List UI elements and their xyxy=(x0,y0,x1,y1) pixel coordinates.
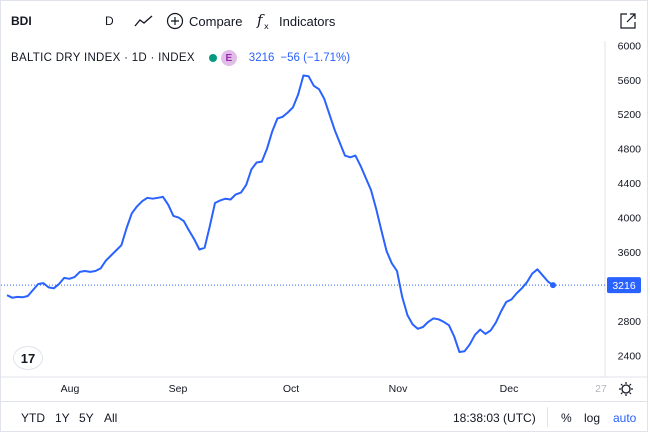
time-axis[interactable]: Aug Sep Oct Nov Dec 27 xyxy=(61,383,607,395)
gear-teeth xyxy=(619,382,633,396)
log-toggle[interactable]: log xyxy=(584,411,601,425)
plus-circle-icon xyxy=(166,12,184,30)
settings-button[interactable] xyxy=(619,382,633,396)
y-tick-label: 2800 xyxy=(618,316,642,328)
range-5y[interactable]: 5Y xyxy=(79,411,94,425)
x-tick-label: Sep xyxy=(169,383,188,395)
x-tick-label: Nov xyxy=(389,383,408,395)
range-all[interactable]: All xyxy=(104,411,118,425)
price-tag-box xyxy=(607,277,641,294)
svg-text:x: x xyxy=(264,22,269,31)
gear-icon xyxy=(621,384,631,394)
bottom-toolbar: YTD 1Y 5Y All 18:38:03 (UTC) % log auto xyxy=(1,403,647,433)
series-legend: BALTIC DRY INDEX · 1D · INDEX E 3216 −56… xyxy=(11,49,350,67)
market-status-dot xyxy=(208,54,217,62)
compare-label: Compare xyxy=(189,13,243,29)
auto-toggle[interactable]: auto xyxy=(613,411,637,425)
y-tick-label: 4400 xyxy=(618,178,642,190)
chart-type-button[interactable] xyxy=(134,11,154,31)
y-tick-label: 5600 xyxy=(618,75,642,87)
price-chart[interactable]: 2400280032003600400044004800520056006000… xyxy=(1,1,647,401)
y-tick-label: 6000 xyxy=(618,40,642,52)
x-tick-label: Aug xyxy=(61,383,80,395)
indicators-label: Indicators xyxy=(279,13,336,29)
y-tick-label: 2400 xyxy=(618,350,642,362)
price-tag: 3216 xyxy=(607,277,641,294)
tv-logo-mark: 17 xyxy=(20,350,36,366)
legend-title: BALTIC DRY INDEX · 1D · INDEX xyxy=(11,52,195,64)
range-ytd[interactable]: YTD xyxy=(21,411,45,425)
legend-change: −56 (−1.71%) xyxy=(280,52,351,64)
interval-label: D xyxy=(105,14,114,28)
series-line xyxy=(6,74,554,353)
y-tick-label: 4000 xyxy=(618,213,642,225)
last-point-marker xyxy=(550,282,556,289)
y-tick-label: 5200 xyxy=(618,109,642,121)
interval-button[interactable]: D xyxy=(105,11,114,31)
x-tick-label: Oct xyxy=(283,383,299,395)
y-tick-label: 4800 xyxy=(618,144,642,156)
event-badge[interactable]: E xyxy=(220,50,237,66)
percent-toggle[interactable]: % xyxy=(561,411,572,425)
clock-time[interactable]: 18:38:03 (UTC) xyxy=(453,411,536,425)
svg-text:f: f xyxy=(256,11,265,29)
tradingview-logo[interactable]: 17 xyxy=(14,347,42,369)
price-tag-label: 3216 xyxy=(612,280,636,292)
x-tick-label: Dec xyxy=(500,383,519,395)
external-link-icon xyxy=(620,13,636,29)
line-chart-icon xyxy=(134,15,153,27)
y-tick-label: 3600 xyxy=(618,247,642,259)
compare-button[interactable]: Compare xyxy=(166,11,242,31)
fullscreen-button[interactable] xyxy=(619,11,637,31)
price-axis[interactable]: 2400280032003600400044004800520056006000 xyxy=(618,40,642,362)
bottom-divider xyxy=(1,401,647,402)
symbol-label: BDI xyxy=(11,14,32,28)
x-tick-label: 27 xyxy=(595,383,607,395)
legend-last-value: 3216 xyxy=(248,52,275,64)
symbol-button[interactable]: BDI xyxy=(11,11,32,31)
bottom-separator xyxy=(547,407,548,427)
range-1y[interactable]: 1Y xyxy=(55,411,70,425)
